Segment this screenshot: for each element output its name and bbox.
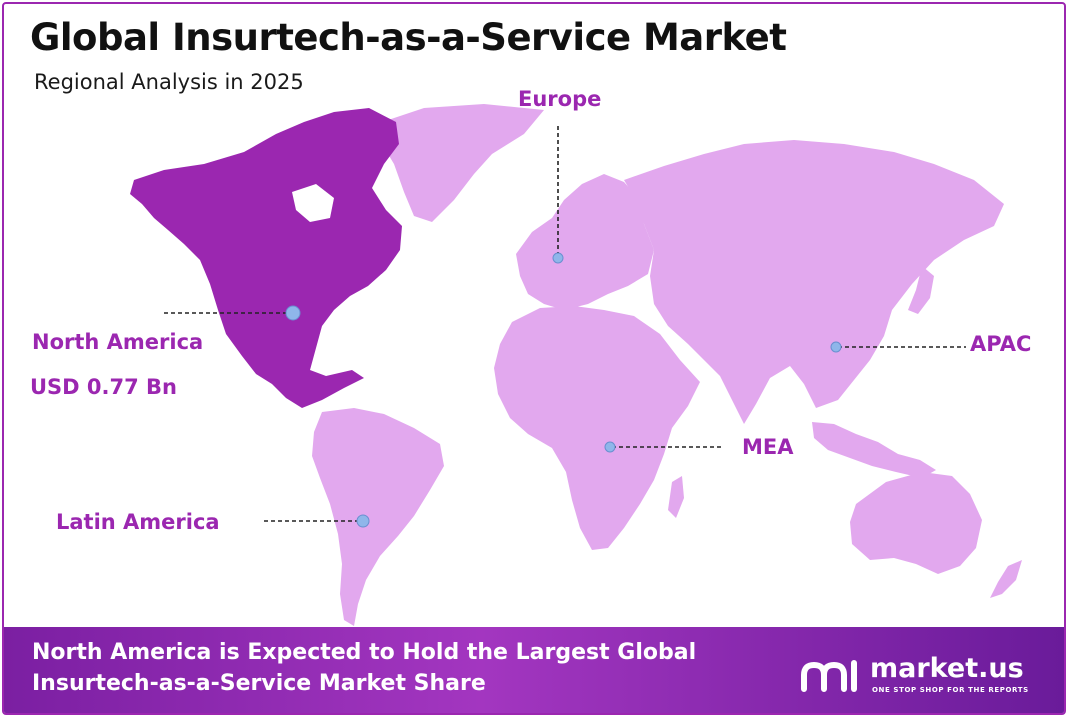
south-america-landmass xyxy=(312,408,444,626)
brand-name: market.us xyxy=(870,653,1024,684)
europe-label: Europe xyxy=(518,87,602,111)
apac-label: APAC xyxy=(970,332,1032,356)
world-map xyxy=(130,104,1022,626)
europe-marker xyxy=(552,252,564,264)
australia-landmass xyxy=(850,472,982,574)
mea-label: MEA xyxy=(742,435,794,459)
footer-headline: North America is Expected to Hold the La… xyxy=(32,640,697,696)
apac-marker xyxy=(830,341,842,353)
asia-landmass xyxy=(624,140,1004,424)
north-america-landmass xyxy=(130,108,402,408)
japan-landmass xyxy=(908,266,934,314)
southeast-asia-islands xyxy=(812,422,936,478)
north-america-label: North America xyxy=(32,330,204,354)
latin-america-label: Latin America xyxy=(56,510,220,534)
north-america-marker xyxy=(285,305,301,321)
page-title: Global Insurtech-as-a-Service Market xyxy=(30,16,787,59)
greenland-landmass xyxy=(376,104,544,222)
hudson-bay-water xyxy=(292,184,334,222)
new-zealand-landmass xyxy=(990,560,1022,598)
mea-marker xyxy=(604,441,616,453)
madagascar-landmass xyxy=(668,476,684,518)
brand-block: market.us ONE STOP SHOP FOR THE REPORTS xyxy=(800,653,1050,697)
latin-america-marker xyxy=(356,514,370,528)
europe-landmass xyxy=(516,174,654,310)
north-america-value: USD 0.77 Bn xyxy=(30,375,177,399)
footer-banner: North America is Expected to Hold the La… xyxy=(4,627,1064,713)
brand-tagline: ONE STOP SHOP FOR THE REPORTS xyxy=(872,686,1029,694)
page-subtitle: Regional Analysis in 2025 xyxy=(34,70,304,94)
africa-landmass xyxy=(494,306,700,550)
market-us-logo-icon xyxy=(801,660,857,692)
